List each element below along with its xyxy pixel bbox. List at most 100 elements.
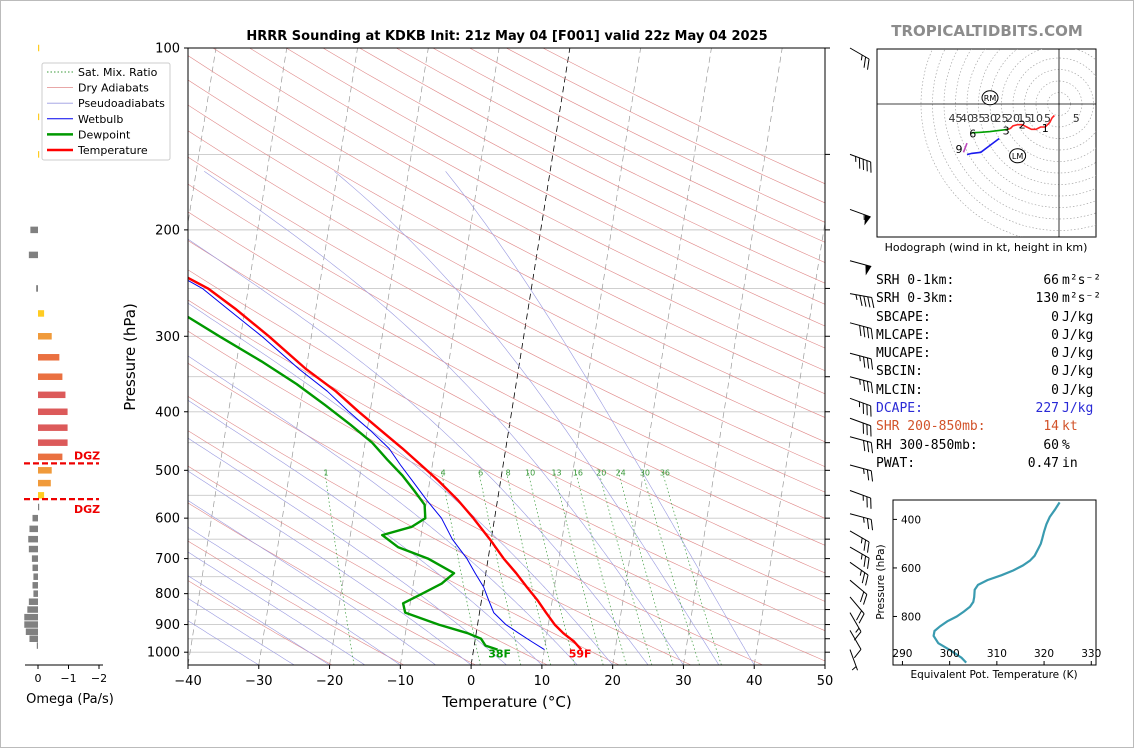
mixing-ratio-label: 16 — [573, 469, 583, 478]
stat-row: SHR 200-850mb: 14 kt — [876, 418, 1091, 436]
sounding-stats: SRH 0-1km: 66 m²s⁻² SRH 0-3km: 130 m²s⁻² SBCAP… — [876, 272, 1101, 473]
barb-full — [866, 160, 868, 172]
right-mover-label: RM — [984, 94, 997, 103]
barb-staff — [849, 322, 872, 329]
barb-half — [858, 401, 861, 408]
stat-unit: J/kg — [1062, 309, 1094, 325]
hodograph-ring-label: 30 — [983, 112, 997, 125]
wind-barb — [849, 47, 870, 70]
barb-full — [870, 382, 874, 394]
wind-barb — [849, 322, 874, 340]
barb-full — [858, 157, 861, 169]
barb-staff — [849, 579, 868, 595]
omega-panel: 0 −1 −2 DGZ DGZ — [24, 44, 107, 685]
x-tick-label: 0 — [467, 674, 475, 689]
omega-bar — [36, 285, 38, 292]
barb-staff — [849, 208, 871, 218]
omega-bar — [38, 310, 45, 317]
pseudoadiabat — [188, 399, 543, 665]
omega-bar — [31, 555, 38, 562]
stat-unit: J/kg — [1062, 364, 1094, 380]
x-tick-label: −10 — [387, 674, 414, 689]
pseudoadiabat — [188, 598, 295, 665]
barb-staff — [849, 397, 871, 407]
right-mover-marker — [981, 90, 999, 106]
barb-half — [860, 537, 863, 544]
stat-label: SRH 0-3km: — [876, 291, 955, 307]
stat-label: SBCAPE: — [876, 309, 931, 325]
barb-staff — [849, 464, 872, 472]
stat-unit: % — [1062, 437, 1070, 453]
wind-barb — [849, 561, 869, 586]
omega-bar — [24, 621, 38, 628]
omega-bar — [29, 635, 38, 642]
stat-value: 227 — [1035, 401, 1059, 417]
stat-unit: kt — [1062, 419, 1078, 435]
surface-temperature-label: 59F — [569, 648, 592, 661]
omega-x-tick-label: −1 — [60, 672, 76, 685]
isotherm — [612, 48, 712, 665]
stat-unit: in — [1062, 455, 1078, 471]
barb-full — [866, 404, 868, 416]
dry-adiabat — [188, 156, 825, 493]
barb-half — [851, 666, 857, 671]
barb-half — [863, 517, 865, 523]
stat-row: SBCAPE: 0 J/kg — [876, 309, 1094, 327]
barb-staff — [849, 561, 869, 576]
barb-full — [870, 161, 872, 173]
pseudoadiabat — [204, 171, 684, 665]
stat-unit: J/kg — [1062, 327, 1094, 343]
dry-adiabat — [188, 240, 825, 574]
barb-full — [866, 424, 868, 436]
omega-bar — [27, 606, 38, 613]
stat-row: MUCAPE: 0 J/kg — [876, 345, 1093, 363]
isotherm — [399, 48, 500, 665]
barb-full — [862, 159, 864, 170]
barb-full — [866, 381, 870, 393]
barb-full — [859, 591, 865, 603]
legend-box — [41, 62, 171, 161]
barb-full — [861, 572, 866, 584]
barb-staff — [849, 630, 862, 650]
barb-full — [863, 539, 867, 551]
chart-title: HRRR Sounding at KDKB Init: 21z May 04 [… — [246, 29, 767, 44]
trace-dewpoint — [188, 315, 498, 651]
x-tick-label: 40 — [746, 674, 763, 689]
mixing-ratio-label: 36 — [660, 469, 670, 478]
mixing-ratio-label: 1 — [324, 469, 329, 478]
wind-barb — [849, 596, 865, 624]
hodograph-ring-label: 25 — [995, 112, 1009, 125]
dgz-label: DGZ — [74, 449, 100, 462]
x-tick-label: 10 — [534, 674, 551, 689]
theta-e-panel: 290 300 310 320 330 400 600 800 — [892, 501, 1101, 665]
stat-value: 66 — [1043, 273, 1059, 288]
omega-bar — [28, 251, 38, 259]
omega-bar — [29, 525, 38, 533]
mixing-ratio-line — [641, 470, 700, 665]
pseudoadiabat — [188, 437, 507, 665]
omega-bar — [25, 628, 38, 635]
stat-label: RH 300-850mb: — [876, 437, 978, 453]
stat-value: 0 — [1051, 309, 1059, 325]
barb-full — [859, 325, 862, 337]
stat-unit: m²s⁻² — [1062, 291, 1102, 307]
stat-row: PWAT: 0.47 in — [876, 455, 1091, 473]
pseudoadiabat — [188, 500, 436, 665]
wind-barb — [849, 630, 862, 659]
mixing-ratio-line — [574, 470, 627, 665]
legend-label: Dewpoint — [78, 128, 131, 141]
pseudoadiabat — [188, 238, 649, 665]
omega-bar — [38, 373, 63, 380]
theta-e-border — [892, 499, 1097, 666]
stat-value: 130 — [1035, 291, 1059, 307]
x-tick-label: 50 — [817, 674, 834, 689]
omega-x-tick-label: −2 — [91, 672, 107, 685]
dry-adiabat — [188, 55, 825, 395]
omega-bar — [33, 590, 38, 597]
stat-row: SBCIN: 0 J/kg — [876, 363, 1094, 381]
omega-bar — [24, 613, 38, 621]
wind-barb — [849, 436, 874, 454]
skewt-axes: 38F 59F1002003004005006007008009001000−40… — [147, 42, 833, 690]
barb-staff — [849, 530, 870, 543]
hodograph-height-label: 9 — [955, 143, 962, 156]
